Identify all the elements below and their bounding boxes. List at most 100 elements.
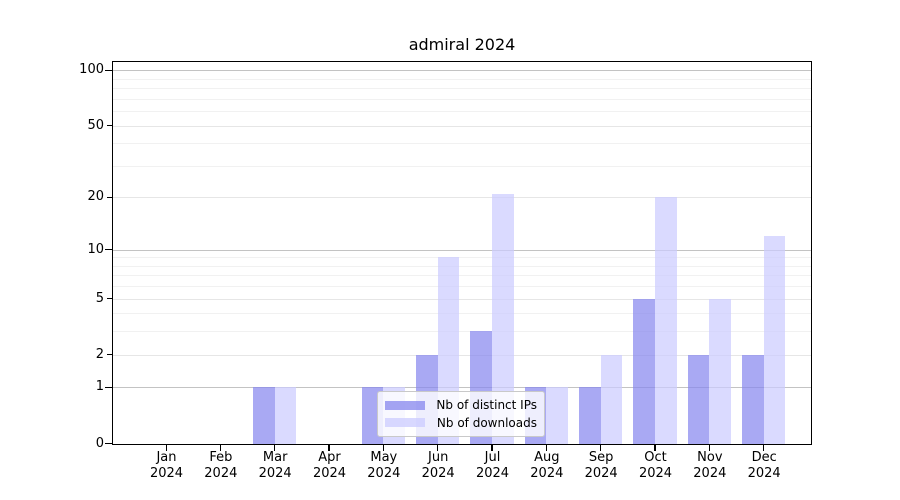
x-tick-year: 2024 bbox=[584, 465, 618, 481]
x-tick-label: Aug 2024 bbox=[512, 450, 582, 481]
x-tick-month: Apr bbox=[318, 450, 341, 465]
chart-title: admiral 2024 bbox=[408, 35, 516, 54]
x-tick-mark bbox=[437, 445, 439, 451]
y-tick-mark bbox=[106, 354, 112, 356]
x-tick-month: Dec bbox=[751, 450, 777, 465]
y-minor-gridline bbox=[113, 331, 811, 333]
x-tick-label: Mar 2024 bbox=[240, 450, 310, 481]
y-minor-gridline bbox=[113, 313, 811, 315]
y-tick-label: 10 bbox=[87, 241, 104, 257]
y-minor-gridline bbox=[113, 165, 811, 167]
y-tick-mark bbox=[104, 69, 112, 72]
x-tick-year: 2024 bbox=[638, 465, 673, 481]
bar-distinct-ips bbox=[741, 354, 764, 444]
x-tick-mark bbox=[545, 445, 548, 451]
y-minor-gridline bbox=[113, 275, 811, 277]
x-tick-year: 2024 bbox=[258, 465, 292, 481]
x-tick-month: Aug bbox=[534, 450, 560, 465]
y-tick-mark bbox=[106, 125, 112, 127]
bar-distinct-ips bbox=[252, 387, 275, 444]
x-tick-year: 2024 bbox=[475, 465, 510, 481]
x-tick-mark bbox=[600, 445, 602, 451]
x-tick-mark bbox=[219, 445, 222, 451]
y-gridline bbox=[113, 125, 811, 127]
legend-row: Nb of distinct IPs bbox=[385, 398, 537, 412]
y-tick-label: 100 bbox=[79, 62, 104, 78]
y-tick-label: 5 bbox=[95, 290, 104, 306]
bar-downloads bbox=[546, 387, 569, 444]
x-tick-year: 2024 bbox=[312, 465, 347, 481]
x-tick-mark bbox=[328, 445, 330, 451]
bar-downloads bbox=[491, 193, 514, 444]
x-tick-label: Apr 2024 bbox=[294, 450, 364, 481]
y-tick-mark bbox=[104, 443, 112, 445]
x-tick-mark bbox=[763, 445, 765, 451]
bar-distinct-ips bbox=[687, 354, 710, 444]
x-tick-mark bbox=[165, 445, 167, 451]
x-tick-year: 2024 bbox=[204, 465, 238, 481]
y-minor-gridline bbox=[113, 98, 811, 100]
x-tick-year: 2024 bbox=[747, 465, 781, 481]
y-major-gridline bbox=[113, 249, 811, 251]
x-tick-year: 2024 bbox=[693, 465, 727, 481]
x-tick-label: Jan 2024 bbox=[132, 450, 202, 481]
y-gridline bbox=[113, 298, 811, 300]
x-tick-mark bbox=[382, 445, 385, 451]
legend-swatch-distinct-ips bbox=[385, 400, 425, 411]
x-tick-month: Feb bbox=[209, 450, 233, 465]
bar-distinct-ips bbox=[633, 298, 655, 444]
legend-label-downloads: Nb of downloads bbox=[436, 415, 537, 430]
y-gridline bbox=[113, 197, 811, 199]
x-tick-label: Feb 2024 bbox=[186, 450, 256, 481]
y-minor-gridline bbox=[113, 265, 811, 267]
x-tick-month: Oct bbox=[644, 450, 667, 465]
x-tick-month: May bbox=[370, 450, 398, 465]
y-tick-mark bbox=[104, 386, 112, 389]
x-tick-label: Jun 2024 bbox=[403, 450, 473, 481]
y-minor-gridline bbox=[113, 111, 811, 113]
y-minor-gridline bbox=[113, 286, 811, 288]
bar-downloads bbox=[763, 236, 786, 444]
y-major-gridline bbox=[113, 387, 811, 389]
bar-downloads bbox=[600, 354, 623, 444]
y-tick-mark bbox=[106, 298, 112, 300]
y-minor-gridline bbox=[113, 143, 811, 145]
legend-label-distinct-ips: Nb of distinct IPs bbox=[436, 398, 537, 413]
x-tick-label: Sep 2024 bbox=[566, 450, 636, 481]
y-major-gridline bbox=[113, 70, 811, 72]
bar-distinct-ips bbox=[578, 387, 601, 444]
y-tick-label: 1 bbox=[95, 379, 104, 395]
y-minor-gridline bbox=[113, 78, 811, 80]
x-tick-label: Oct 2024 bbox=[620, 450, 690, 481]
x-tick-year: 2024 bbox=[421, 465, 455, 481]
x-tick-month: Jun bbox=[428, 450, 449, 465]
bar-downloads bbox=[274, 387, 297, 444]
x-tick-label: Jul 2024 bbox=[457, 450, 527, 481]
x-tick-label: Nov 2024 bbox=[675, 450, 745, 481]
x-tick-label: May 2024 bbox=[349, 450, 419, 481]
bar-downloads bbox=[709, 298, 732, 444]
y-tick-mark bbox=[106, 196, 112, 199]
y-tick-label: 50 bbox=[87, 117, 104, 133]
y-minor-gridline bbox=[113, 257, 811, 259]
x-tick-year: 2024 bbox=[530, 465, 564, 481]
legend: Nb of distinct IPs Nb of downloads bbox=[377, 391, 545, 437]
x-tick-label: Dec 2024 bbox=[729, 450, 799, 481]
x-tick-month: Jul bbox=[484, 450, 501, 465]
y-tick-label: 0 bbox=[95, 435, 104, 451]
x-tick-mark bbox=[654, 445, 656, 451]
y-minor-gridline bbox=[113, 88, 811, 90]
legend-swatch-downloads bbox=[385, 417, 425, 428]
x-tick-year: 2024 bbox=[149, 465, 184, 481]
y-tick-label: 2 bbox=[95, 346, 104, 362]
x-tick-month: Mar bbox=[262, 450, 288, 465]
x-tick-month: Sep bbox=[588, 450, 614, 465]
legend-row: Nb of downloads bbox=[385, 416, 537, 430]
y-tick-mark bbox=[104, 249, 112, 251]
x-tick-mark bbox=[274, 445, 276, 451]
x-tick-mark bbox=[708, 445, 711, 451]
x-tick-year: 2024 bbox=[367, 465, 401, 481]
x-tick-month: Nov bbox=[697, 450, 723, 465]
x-tick-mark bbox=[491, 445, 493, 451]
